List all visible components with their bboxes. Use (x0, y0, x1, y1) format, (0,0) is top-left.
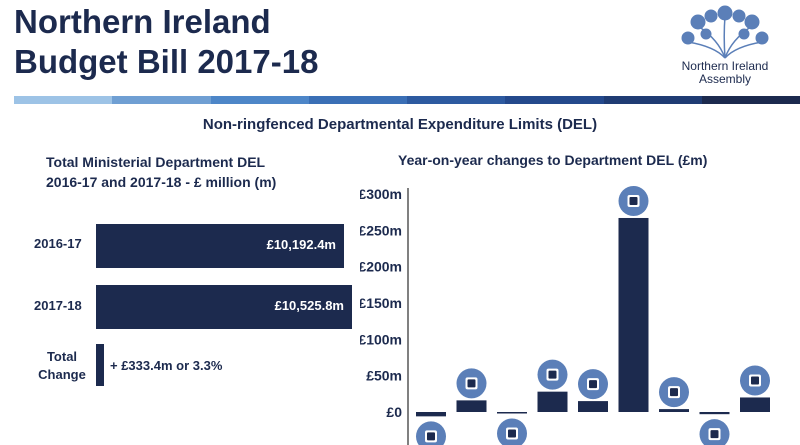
calculator-icon (578, 369, 608, 400)
logo-text-line-2: Assembly (698, 72, 751, 86)
scales-icon (699, 419, 730, 445)
y-tick-label: £150m (360, 295, 402, 311)
del-bar-value-2017-18: £10,525.8m (274, 298, 344, 313)
left-panel-title-line-2: 2016-17 and 2017-18 - £ million (m) (46, 174, 277, 190)
y-tick-label: £50m (366, 368, 402, 384)
color-band-segment (701, 96, 800, 104)
row-label-2017-18: 2017-18 (34, 298, 82, 313)
y-tick-label: £100m (360, 331, 402, 347)
del-change-bar-chart: £300m £250m £200m £150m £100m £50m £0 (360, 185, 770, 445)
traffic-cone-icon (659, 377, 689, 408)
bar-justice (699, 412, 730, 415)
color-band-segment (505, 96, 604, 104)
logo-text-line-1: Northern Ireland (681, 59, 769, 73)
title-line-1: Northern Ireland (14, 3, 271, 40)
color-band-segment (14, 96, 113, 104)
flax-flower-logo-icon (681, 5, 769, 59)
handshake-icon (740, 365, 770, 396)
bar-infrastructure (659, 409, 689, 412)
medicine-bottle-icon (618, 185, 649, 216)
total-change-bar (96, 344, 104, 386)
total-change-label: Total Change (34, 348, 90, 384)
assembly-logo: Northern Ireland Assembly (660, 4, 790, 92)
del-bar-2016-17: £10,192.4m (96, 224, 344, 268)
bar-education (537, 391, 568, 412)
title-line-2: Budget Bill 2017-18 (14, 43, 319, 80)
row-label-2016-17: 2016-17 (34, 236, 82, 251)
bar-finance (578, 401, 608, 412)
bar-communities (456, 400, 487, 412)
bar-agriculture (416, 412, 446, 417)
left-panel-title-line-1: Total Ministerial Department DEL (46, 154, 266, 170)
people-icon (456, 368, 487, 399)
coins-icon (497, 418, 527, 445)
book-icon (537, 359, 568, 390)
del-bar-value-2016-17: £10,192.4m (266, 237, 336, 252)
logo-text: Northern Ireland Assembly (660, 60, 790, 86)
bar-health (618, 217, 649, 412)
total-change-label-line-2: Change (38, 367, 86, 382)
page-title: Northern Ireland Budget Bill 2017-18 (14, 2, 318, 82)
color-band-segment (112, 96, 211, 104)
color-band-segment (407, 96, 506, 104)
y-tick-label: £0 (386, 404, 402, 420)
chart-title: Year-on-year changes to Department DEL (… (398, 152, 708, 168)
y-tick-label: £300m (360, 186, 402, 202)
y-tick-label: £200m (360, 259, 402, 275)
del-bar-2017-18: £10,525.8m (96, 285, 352, 329)
color-band-segment (603, 96, 702, 104)
bar-executive-office (740, 397, 770, 412)
cow-icon (416, 421, 446, 445)
y-tick-label: £250m (360, 222, 402, 238)
color-band (14, 96, 800, 104)
color-band-segment (210, 96, 309, 104)
slide-subtitle: Non-ringfenced Departmental Expenditure … (202, 116, 598, 133)
total-change-label-line-1: Total (46, 349, 78, 364)
bar-economy (497, 412, 527, 414)
color-band-segment (308, 96, 407, 104)
total-change-value: + £333.4m or 3.3% (110, 358, 223, 373)
left-panel-title: Total Ministerial Department DEL 2016-17… (46, 152, 346, 192)
